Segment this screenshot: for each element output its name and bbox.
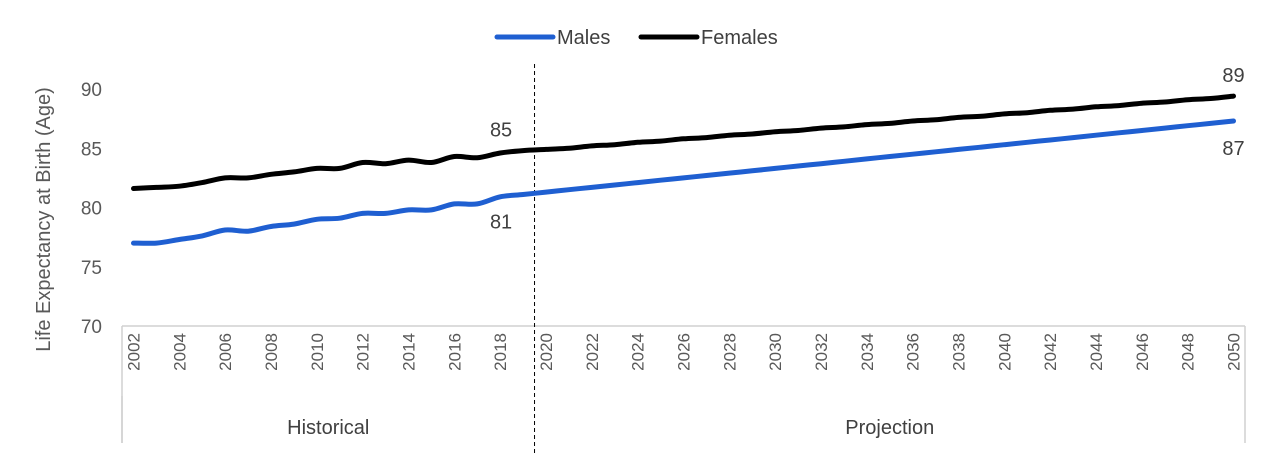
group-label-historical: Historical [287,417,369,439]
y-tick-label: 80 [81,199,102,220]
y-tick-label: 75 [81,258,102,279]
x-tick-label: 2026 [675,333,694,371]
y-axis-ticks: 70 75 80 85 90 [81,80,102,338]
group-label-projection: Projection [845,417,934,439]
x-tick-label: 2040 [995,333,1014,371]
x-tick-label: 2030 [766,333,785,371]
data-label-males-2050: 87 [1222,138,1244,160]
category-groups: Historical Projection [287,417,934,439]
y-tick-label: 90 [81,80,102,101]
x-tick-label: 2018 [491,333,510,371]
x-axis-ticks: 2002 2004 2006 2008 2010 2012 2014 2016 2018 2020… [124,333,1243,371]
x-tick-label: 2044 [1087,333,1106,371]
x-tick-label: 2002 [124,333,143,371]
x-tick-label: 2020 [537,333,556,371]
x-tick-label: 2022 [583,333,602,371]
data-label-females-2050: 89 [1222,65,1244,87]
x-tick-label: 2004 [170,333,189,371]
x-tick-label: 2024 [629,333,648,371]
x-tick-label: 2012 [354,333,373,371]
legend-item-males: Males [494,27,610,49]
axes [121,64,1246,455]
x-tick-label: 2032 [812,333,831,371]
x-tick-label: 2010 [308,333,327,371]
x-tick-label: 2048 [1179,333,1198,371]
series-line-males [131,118,1236,246]
x-tick-label: 2016 [445,333,464,371]
series-line-females [131,93,1236,191]
data-label-males-2019: 81 [490,211,512,233]
x-tick-label: 2050 [1225,333,1244,371]
legend: Males Females [494,27,778,49]
legend-item-females: Females [638,27,778,49]
x-tick-label: 2046 [1133,333,1152,371]
x-tick-label: 2006 [216,333,235,371]
x-tick-label: 2038 [950,333,969,371]
x-tick-label: 2008 [262,333,281,371]
data-label-females-2019: 85 [490,120,512,142]
x-tick-label: 2042 [1041,333,1060,371]
legend-label-females: Females [701,27,778,49]
legend-label-males: Males [557,27,610,49]
series-lines [131,93,1236,246]
x-tick-label: 2034 [858,333,877,371]
y-tick-label: 70 [81,317,102,338]
x-tick-label: 2014 [399,333,418,371]
data-labels: 85 81 89 87 [490,65,1245,233]
y-tick-label: 85 [81,139,102,160]
x-tick-label: 2028 [720,333,739,371]
x-tick-label: 2036 [904,333,923,371]
y-axis-title: Life Expectancy at Birth (Age) [33,87,55,352]
